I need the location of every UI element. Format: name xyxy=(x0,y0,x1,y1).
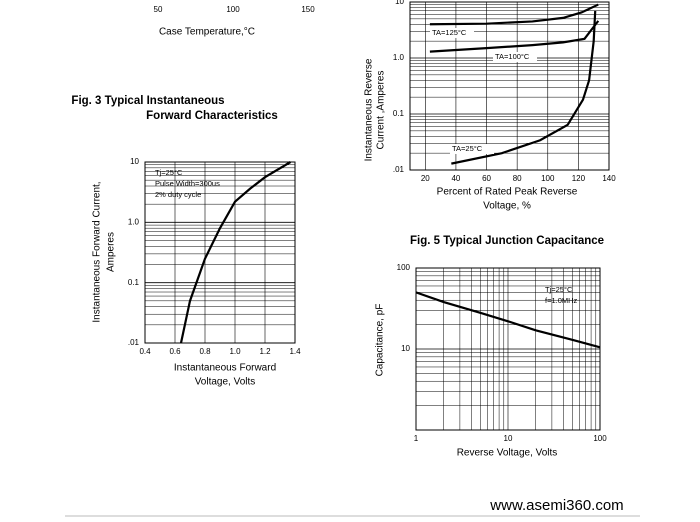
y-axis-label: Capacitance, pF xyxy=(375,304,386,377)
y-tick-label: .01 xyxy=(393,165,405,174)
y-tick-label: 1.0 xyxy=(128,217,140,226)
curve xyxy=(415,291,601,349)
x-tick-label: 60 xyxy=(482,174,491,183)
y-tick-label: 100 xyxy=(397,263,411,272)
x-axis-label: Voltage, % xyxy=(483,201,531,212)
x-axis-label: Instantaneous Forward xyxy=(174,363,276,374)
annotation: 2% duty cycle xyxy=(155,190,201,199)
y-tick-label: 10 xyxy=(130,157,139,166)
curve xyxy=(451,10,597,165)
x-tick-label: 0.4 xyxy=(139,347,151,356)
label-bg xyxy=(430,28,474,38)
y-tick-label: 0.1 xyxy=(393,109,405,118)
chart-title: Fig. 5 Typical Junction Capacitance xyxy=(410,235,604,247)
x-tick-label: 1.2 xyxy=(259,347,271,356)
x-tick-label: 80 xyxy=(513,174,522,183)
footer-url: www.asemi360.com xyxy=(489,497,623,514)
x-tick-label: 1 xyxy=(414,434,419,443)
x-axis-label: Case Temperature,°C xyxy=(159,27,255,38)
chart-title: Fig. 3 Typical Instantaneous xyxy=(71,95,224,107)
annotation: f=1.0MHz xyxy=(545,296,578,305)
annotation: Tj=25°C xyxy=(545,285,573,294)
y-tick-label: 1.0 xyxy=(393,53,405,62)
series-label: TA=100°C xyxy=(495,52,530,61)
x-tick-label: 140 xyxy=(602,174,616,183)
y-tick-label: 10 xyxy=(401,344,410,353)
y-tick-label: 10 xyxy=(395,0,404,6)
series-label: TA=25°C xyxy=(452,144,483,153)
x-axis-label: Percent of Rated Peak Reverse xyxy=(437,187,578,198)
x-tick-label: 0.8 xyxy=(199,347,211,356)
x-tick-label: 100 xyxy=(226,5,240,14)
curve xyxy=(179,161,292,344)
y-axis-label: Instantaneous Reverse xyxy=(364,58,375,161)
x-tick-label: 150 xyxy=(301,5,315,14)
x-tick-label: 120 xyxy=(572,174,586,183)
label-bg xyxy=(450,144,494,154)
annotation: Pulse Width=300us xyxy=(155,179,220,188)
x-tick-label: 40 xyxy=(451,174,460,183)
y-tick-label: 0.1 xyxy=(128,278,140,287)
curve xyxy=(429,3,599,26)
x-tick-label: 100 xyxy=(541,174,555,183)
label-bg xyxy=(493,52,537,62)
x-tick-label: 0.6 xyxy=(169,347,181,356)
x-tick-label: 1.4 xyxy=(289,347,301,356)
annotation: Tj=25°C xyxy=(155,168,183,177)
x-axis-label: Voltage, Volts xyxy=(195,377,256,388)
series-label: TA=125°C xyxy=(432,28,467,37)
x-tick-label: 50 xyxy=(154,5,163,14)
x-tick-label: 10 xyxy=(504,434,513,443)
x-tick-label: 20 xyxy=(421,174,430,183)
y-axis-label: Instantaneous Forward Current, xyxy=(92,181,103,322)
x-tick-label: 1.0 xyxy=(229,347,241,356)
y-tick-label: .01 xyxy=(128,338,140,347)
curve xyxy=(429,20,600,53)
y-axis-label: Amperes xyxy=(106,232,117,272)
x-tick-label: 100 xyxy=(593,434,607,443)
chart-title: Forward Characteristics xyxy=(146,110,278,122)
x-axis-label: Reverse Voltage, Volts xyxy=(457,448,558,459)
y-axis-label: Current ,Amperes xyxy=(376,71,387,150)
